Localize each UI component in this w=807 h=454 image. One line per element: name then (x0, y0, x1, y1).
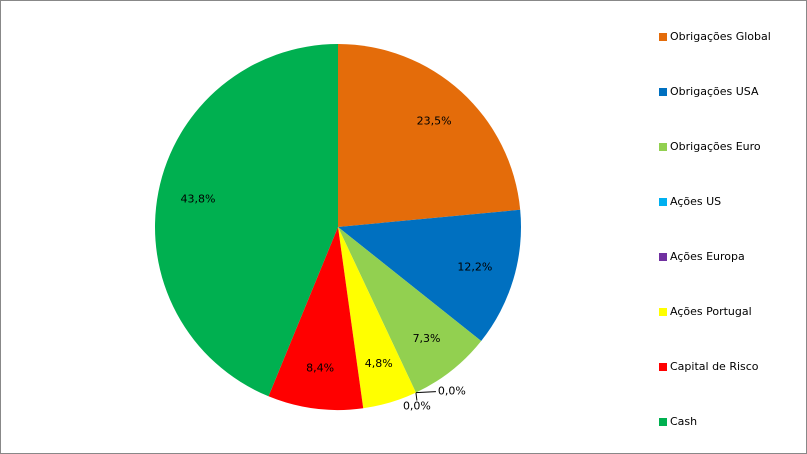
legend-label: Obrigações USA (670, 85, 759, 98)
pie-slice (338, 227, 482, 393)
data-label: 23,5% (417, 114, 452, 127)
data-label: 8,4% (306, 362, 334, 375)
pie-slice (155, 44, 338, 397)
legend-label: Ações US (670, 195, 721, 208)
legend-swatch (659, 253, 667, 261)
leader-line (415, 392, 418, 401)
pie-slice (338, 209, 521, 341)
legend-swatch (659, 33, 667, 41)
legend-label: Ações Europa (670, 250, 745, 263)
legend-swatch (659, 143, 667, 151)
legend-swatch (659, 308, 667, 316)
legend-swatch (659, 418, 667, 426)
legend-label: Cash (670, 415, 697, 428)
data-label: 0,0% (438, 385, 466, 398)
legend-swatch (659, 363, 667, 371)
legend-swatch (659, 88, 667, 96)
data-label: 12,2% (457, 261, 492, 274)
data-label: 4,8% (365, 357, 393, 370)
pie-slice (338, 44, 521, 227)
pie-slice (268, 227, 364, 411)
legend-label: Ações Portugal (670, 305, 752, 318)
pie-slice (338, 227, 416, 409)
data-label: 7,3% (413, 332, 441, 345)
legend-swatch (659, 198, 667, 206)
leader-line (415, 391, 436, 394)
legend-label: Capital de Risco (670, 360, 759, 373)
legend-label: Obrigações Euro (670, 140, 761, 153)
legend-label: Obrigações Global (670, 30, 771, 43)
data-label: 43,8% (180, 192, 215, 205)
data-label: 0,0% (403, 400, 431, 413)
